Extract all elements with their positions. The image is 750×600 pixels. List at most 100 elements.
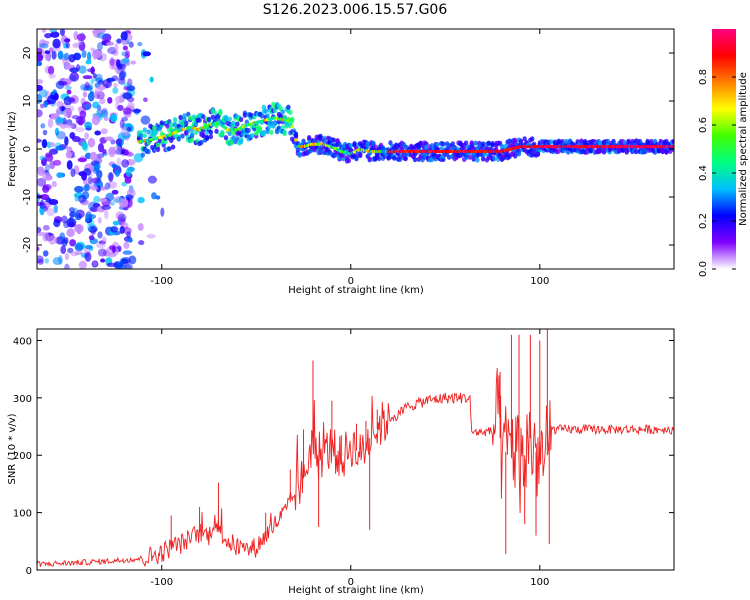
spectrogram-halo — [446, 154, 452, 160]
spectrogram-speckle — [132, 108, 142, 113]
spectrogram-speckle — [112, 220, 120, 226]
spectrogram-speckle — [42, 172, 52, 181]
spectrogram-halo — [223, 114, 229, 120]
spectrogram-speckle — [138, 240, 145, 246]
spectrogram-speckle — [119, 119, 125, 129]
spectrogram-speckle — [121, 131, 131, 139]
spectrogram-speckle — [96, 169, 103, 179]
spectrogram-speckle — [55, 107, 62, 116]
spectrogram-speckle — [117, 104, 124, 112]
spectrogram-speckle — [40, 103, 45, 109]
spectrogram-halo — [193, 129, 198, 135]
spectrogram-speckle — [81, 172, 88, 181]
spectrogram-speckle — [66, 89, 72, 95]
y-tick-label: 0 — [26, 566, 32, 577]
spectrogram-speckle — [40, 123, 46, 129]
spectrogram-speckle — [47, 235, 58, 245]
spectrogram-speckle — [125, 194, 134, 200]
spectrogram-halo — [227, 130, 233, 137]
spectrogram-speckle — [122, 57, 130, 64]
spectrogram-speckle — [54, 127, 60, 136]
spectrogram-speckle — [93, 195, 101, 204]
spectrogram-halo — [424, 144, 429, 150]
snr-plot — [37, 329, 674, 567]
spectrogram-speckle — [37, 138, 42, 143]
x-tick-label: 0 — [348, 577, 354, 588]
spectrogram-speckle — [84, 152, 92, 160]
spectrogram-speckle — [126, 126, 132, 132]
y-tick-label: 400 — [13, 336, 32, 347]
spectrogram-halo — [180, 133, 185, 139]
spectrogram-speckle — [41, 29, 47, 33]
spectrogram-speckle — [69, 71, 80, 82]
spectrogram-halo — [170, 144, 176, 150]
spectrogram-speckle — [142, 97, 148, 103]
spectrogram-speckle — [57, 80, 68, 86]
spectrogram-speckle — [104, 136, 114, 142]
spectrogram-speckle — [65, 151, 73, 159]
spectrogram-halo — [231, 120, 236, 126]
spectrogram-speckle — [52, 38, 61, 49]
spectrogram-halo — [579, 138, 584, 144]
spectrogram-speckle — [48, 73, 56, 79]
spectrogram-speckle — [69, 67, 79, 73]
spectrogram-halo — [191, 114, 197, 120]
spectrogram-speckle — [40, 194, 50, 201]
snr-xlabel: Height of straight line (km) — [288, 585, 424, 596]
spectrogram-speckle — [52, 256, 63, 266]
spectrogram-halo — [535, 151, 541, 157]
y-tick-label: 100 — [13, 509, 32, 520]
spectrogram-speckle — [74, 223, 84, 234]
spectrogram-speckle — [116, 38, 122, 44]
spectrogram-halo — [204, 134, 210, 140]
spectrogram-speckle — [97, 216, 102, 224]
spectrogram-ridge-cell — [294, 138, 298, 142]
spectrogram-speckle — [74, 243, 84, 252]
spectrogram-speckle — [146, 233, 156, 239]
spectrogram-halo — [322, 138, 327, 144]
spectrogram-halo — [469, 140, 474, 146]
spectrogram-xlabel: Height of straight line (km) — [288, 285, 424, 296]
spectrogram-speckle — [59, 29, 65, 36]
spectrogram-speckle — [107, 96, 113, 104]
spectrogram-speckle — [55, 145, 65, 151]
spectrogram-halo — [184, 120, 189, 126]
spectrogram-halo — [212, 109, 217, 115]
spectrogram-halo — [513, 137, 518, 143]
spectrogram-speckle — [37, 246, 40, 252]
spectrogram-speckle — [91, 177, 101, 184]
x-tick-label: -100 — [150, 577, 173, 588]
spectrogram-speckle — [68, 54, 76, 63]
spectrogram-halo — [265, 113, 270, 119]
spectrogram-halo — [435, 141, 440, 148]
spectrogram-speckle — [84, 81, 90, 90]
spectrogram-speckle — [56, 131, 66, 140]
spectrogram-halo — [151, 125, 157, 131]
spectrogram-speckle — [48, 199, 59, 206]
spectrogram-speckle — [77, 117, 84, 126]
spectrogram-speckle — [64, 85, 72, 90]
spectrogram-halo — [475, 157, 480, 163]
spectrogram-speckle — [37, 109, 43, 118]
spectrogram-halo — [293, 134, 299, 140]
spectrogram-speckle — [90, 47, 95, 52]
colorbar-gradient — [712, 29, 736, 269]
y-tick-label: -10 — [22, 189, 33, 205]
spectrogram-halo — [518, 138, 524, 144]
spectrogram-speckle — [44, 257, 49, 264]
figure-title: S126.2023.006.15.57.G06 — [263, 2, 448, 18]
spectrogram-speckle — [37, 53, 44, 62]
spectrogram-halo — [142, 127, 147, 133]
spectrogram-speckle — [58, 254, 63, 265]
colorbar-tick-label: 0.2 — [698, 213, 709, 229]
spectrogram-halo — [582, 139, 588, 145]
spectrogram-speckle — [38, 89, 48, 98]
spectrogram-speckle — [84, 121, 93, 129]
spectrogram-halo — [259, 113, 265, 119]
spectrogram-speckle — [120, 31, 128, 41]
spectrogram-speckle — [114, 169, 120, 177]
spectrogram-halo — [146, 149, 151, 155]
spectrogram-speckle — [66, 160, 73, 170]
